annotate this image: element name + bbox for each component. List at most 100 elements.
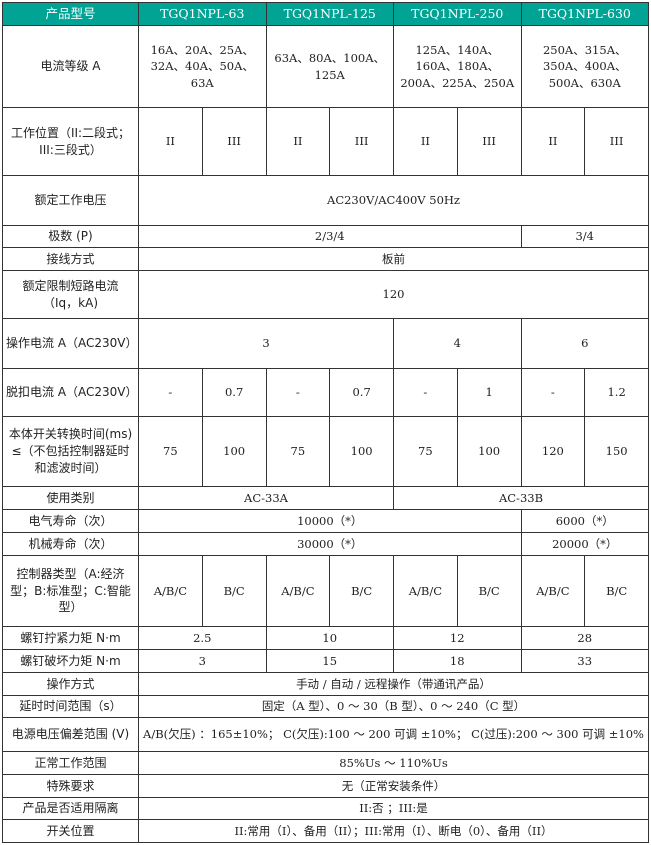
table-row: 电流等级 A 16A、20A、25A、32A、40A、50A、63A 63A、80A… (2, 25, 649, 108)
table-cell: 1.2 (584, 368, 649, 417)
row-label: 机械寿命（次） (2, 532, 139, 556)
table-cell: 16A、20A、25A、32A、40A、50A、63A (138, 25, 267, 108)
table-cell: - (520, 368, 586, 417)
table-cell: 10000（*） (138, 509, 522, 533)
row-label: 电流等级 A (2, 25, 139, 108)
row-label: 特殊要求 (2, 774, 139, 798)
table-cell: III (584, 107, 649, 176)
row-label: 电源电压偏差范围 (V) (2, 717, 139, 752)
table-cell: 30000（*） (138, 532, 522, 556)
table-cell: III (456, 107, 522, 176)
table-cell: 10 (265, 626, 394, 650)
row-label: 螺钉拧紧力矩 N·m (2, 626, 139, 650)
table-cell: 2/3/4 (138, 225, 522, 248)
row-label: 电气寿命（次） (2, 509, 139, 533)
table-cell: 150 (584, 416, 649, 487)
row-label: 本体开关转换时间(ms) ≤（不包括控制器延时和滤波时间） (2, 416, 139, 487)
table-cell: 120 (520, 416, 586, 487)
table-cell: B/C (456, 555, 522, 627)
table-cell: B/C (201, 555, 267, 627)
table-row: 控制器类型（A:经济型；B:标准型；C:智能型） A/B/C B/C A/B/C B/C… (2, 555, 649, 627)
table-cell: A/B(欠压) ：165±10%； C(欠压):100 ～ 200 可调 ±10… (138, 717, 649, 752)
table-cell: - (265, 368, 331, 417)
table-cell: AC-33B (393, 486, 649, 510)
header-model-250: TGQ1NPL-250 (393, 2, 522, 26)
table-cell: 18 (393, 649, 522, 673)
table-cell: 4 (393, 318, 522, 369)
table-cell: 6000（*） (520, 509, 649, 533)
table-row: 开关位置 II:常用（I）、备用（II）；III:常用（I）、断电（0）、备用（I… (2, 819, 649, 843)
row-label: 操作电流 A（AC230V） (2, 318, 139, 369)
table-cell: II:否 ；III:是 (138, 797, 649, 820)
header-model-125: TGQ1NPL-125 (265, 2, 394, 26)
table-cell: 15 (265, 649, 394, 673)
table-cell: 0.7 (329, 368, 394, 417)
table-cell: 手动 / 自动 / 远程操作（带通讯产品） (138, 672, 649, 696)
row-label: 延时时间范围（s） (2, 695, 139, 718)
table-cell: II (393, 107, 458, 176)
table-cell: 28 (520, 626, 649, 650)
row-label: 工作位置（II:二段式；III:三段式） (2, 107, 139, 176)
table-cell: 33 (520, 649, 649, 673)
table-row: 额定工作电压 AC230V/AC400V 50Hz (2, 175, 649, 226)
table-cell: 2.5 (138, 626, 267, 650)
table-cell: II (138, 107, 203, 176)
table-cell: 85%Us ～ 110%Us (138, 751, 649, 775)
table-cell: 75 (393, 416, 458, 487)
table-cell: 3/4 (520, 225, 649, 248)
row-label: 额定限制短路电流（Iq，kA) (2, 270, 139, 319)
table-cell: II (520, 107, 586, 176)
table-cell: 板前 (138, 247, 649, 271)
header-row: 产品型号 TGQ1NPL-63 TGQ1NPL-125 TGQ1NPL-250 … (2, 2, 649, 26)
table-cell: 120 (138, 270, 649, 319)
table-row: 接线方式 板前 (2, 247, 649, 271)
row-label: 额定工作电压 (2, 175, 139, 226)
row-label: 使用类别 (2, 486, 139, 510)
table-cell: 100 (456, 416, 522, 487)
table-cell: 0.7 (201, 368, 267, 417)
table-cell: A/B/C (265, 555, 331, 627)
row-label: 操作方式 (2, 672, 139, 696)
table-cell: 20000（*） (520, 532, 649, 556)
table-cell: - (138, 368, 203, 417)
header-label: 产品型号 (2, 2, 139, 26)
table-row: 螺钉破坏力矩 N·m 3 15 18 33 (2, 649, 649, 673)
table-row: 螺钉拧紧力矩 N·m 2.5 10 12 28 (2, 626, 649, 650)
table-cell: 75 (138, 416, 203, 487)
table-row: 使用类别 AC-33A AC-33B (2, 486, 649, 510)
table-cell: 250A、315A、350A、400A、500A、630A (520, 25, 649, 108)
row-label: 产品是否适用隔离 (2, 797, 139, 820)
table-row: 电气寿命（次） 10000（*） 6000（*） (2, 509, 649, 533)
row-label: 正常工作范围 (2, 751, 139, 775)
table-cell: 固定（A 型）、0 ～ 30（B 型）、0 ～ 240（C 型） (138, 695, 649, 718)
table-row: 产品是否适用隔离 II:否 ；III:是 (2, 797, 649, 820)
table-row: 延时时间范围（s） 固定（A 型）、0 ～ 30（B 型）、0 ～ 240（C 型… (2, 695, 649, 718)
table-row: 操作电流 A（AC230V） 3 4 6 (2, 318, 649, 369)
table-cell: B/C (584, 555, 649, 627)
table-body: 电流等级 A 16A、20A、25A、32A、40A、50A、63A 63A、80A… (2, 25, 649, 843)
table-row: 本体开关转换时间(ms) ≤（不包括控制器延时和滤波时间） 75 100 75 100 7… (2, 416, 649, 487)
header-model-63: TGQ1NPL-63 (138, 2, 267, 26)
table-cell: A/B/C (393, 555, 458, 627)
table-row: 电源电压偏差范围 (V) A/B(欠压) ：165±10%； C(欠压):100 … (2, 717, 649, 752)
table-row: 工作位置（II:二段式；III:三段式） II III II III II III II III (2, 107, 649, 176)
table-cell: 75 (265, 416, 331, 487)
row-label: 螺钉破坏力矩 N·m (2, 649, 139, 673)
row-label: 极数 (P) (2, 225, 139, 248)
row-label: 脱扣电流 A（AC230V） (2, 368, 139, 417)
table-cell: 无（正常安装条件） (138, 774, 649, 798)
table-cell: 3 (138, 649, 267, 673)
table-row: 极数 (P) 2/3/4 3/4 (2, 225, 649, 248)
table-row: 正常工作范围 85%Us ～ 110%Us (2, 751, 649, 775)
row-label: 开关位置 (2, 819, 139, 843)
table-cell: III (329, 107, 394, 176)
table-row: 额定限制短路电流（Iq，kA) 120 (2, 270, 649, 319)
table-cell: - (393, 368, 458, 417)
table-cell: 6 (520, 318, 649, 369)
table-row: 特殊要求 无（正常安装条件） (2, 774, 649, 798)
table-cell: III (201, 107, 267, 176)
table-row: 操作方式 手动 / 自动 / 远程操作（带通讯产品） (2, 672, 649, 696)
table-cell: A/B/C (138, 555, 203, 627)
table-cell: 100 (329, 416, 394, 487)
table-cell: AC-33A (138, 486, 394, 510)
